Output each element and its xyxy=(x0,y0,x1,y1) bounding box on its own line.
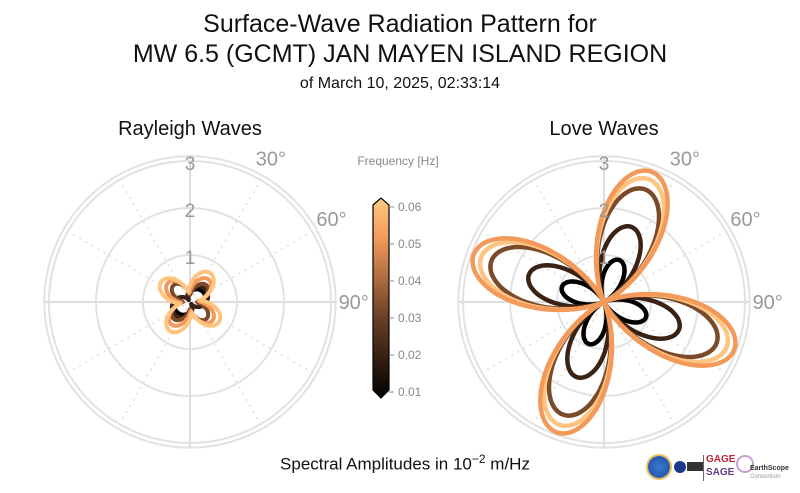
title-line-2: MW 6.5 (GCMT) JAN MAYEN ISLAND REGION xyxy=(132,40,668,68)
divider xyxy=(703,455,704,481)
nsf-logo xyxy=(648,456,670,478)
angle-tick-label: 60° xyxy=(316,209,346,231)
radial-tick-label: 2 xyxy=(599,201,610,222)
colorbar-tick-label: 0.02 xyxy=(398,348,422,362)
consortium-text: Consortium xyxy=(750,474,781,480)
love-polar: 1 2 3 30° 60° 90° xyxy=(457,148,783,449)
angle-tick-label: 90° xyxy=(339,292,369,314)
angle-tick-label: 30° xyxy=(256,148,286,170)
angle-tick-label: 90° xyxy=(753,292,783,314)
grid-outer-ring xyxy=(43,155,337,449)
angle-tick-label: 30° xyxy=(670,148,700,170)
sage-logo: SAGE xyxy=(706,467,735,478)
colorbar-tick-label: 0.06 xyxy=(398,200,422,214)
colorbar-label: Frequency [Hz] xyxy=(357,154,438,168)
x-axis-label: Spectral Amplitudes in 10−2 m/Hz xyxy=(0,452,800,475)
earthscope-icon xyxy=(736,455,754,473)
usgs-logo xyxy=(687,462,704,471)
title-line-3: of March 10, 2025, 02:33:14 xyxy=(299,75,501,92)
series-0.05 xyxy=(157,269,223,335)
series-0.05 xyxy=(470,168,738,436)
grid-ring xyxy=(142,254,238,350)
radial-tick-label: 3 xyxy=(599,154,610,175)
radial-tick-label: 1 xyxy=(599,248,610,269)
xlabel-prefix: Spectral Amplitudes in 10 xyxy=(280,454,472,474)
angle-tick-label: 60° xyxy=(730,209,760,231)
grid-outer-ring xyxy=(457,155,751,449)
grid-ring xyxy=(95,207,285,397)
title-line-1: Surface-Wave Radiation Pattern for xyxy=(203,10,597,38)
gage-logo: GAGE xyxy=(706,454,736,465)
colorbar-tick-label: 0.01 xyxy=(398,385,422,399)
grid-ring xyxy=(48,160,332,444)
xlabel-suffix: m/Hz xyxy=(485,454,530,474)
colorbar-tick-label: 0.04 xyxy=(398,274,422,288)
grid-ring xyxy=(462,160,746,444)
radial-tick-label: 3 xyxy=(185,154,196,175)
radial-tick-label: 2 xyxy=(185,201,196,222)
rayleigh-polar: 1 2 3 30° 60° 90° xyxy=(43,148,369,449)
earthscope-logo: EarthScope xyxy=(750,465,789,472)
colorbar: Frequency [Hz] 0.01 0.02 0.03 0.04 0.05 0.06 xyxy=(357,154,438,399)
nasa-logo xyxy=(674,461,686,473)
rayleigh-title: Rayleigh Waves xyxy=(118,118,262,140)
colorbar-tick-label: 0.05 xyxy=(398,237,422,251)
colorbar-tick-label: 0.03 xyxy=(398,311,422,325)
radial-tick-label: 1 xyxy=(185,248,196,269)
colorbar-bar xyxy=(372,197,390,399)
love-title: Love Waves xyxy=(549,118,659,140)
xlabel-exponent: −2 xyxy=(471,452,486,466)
